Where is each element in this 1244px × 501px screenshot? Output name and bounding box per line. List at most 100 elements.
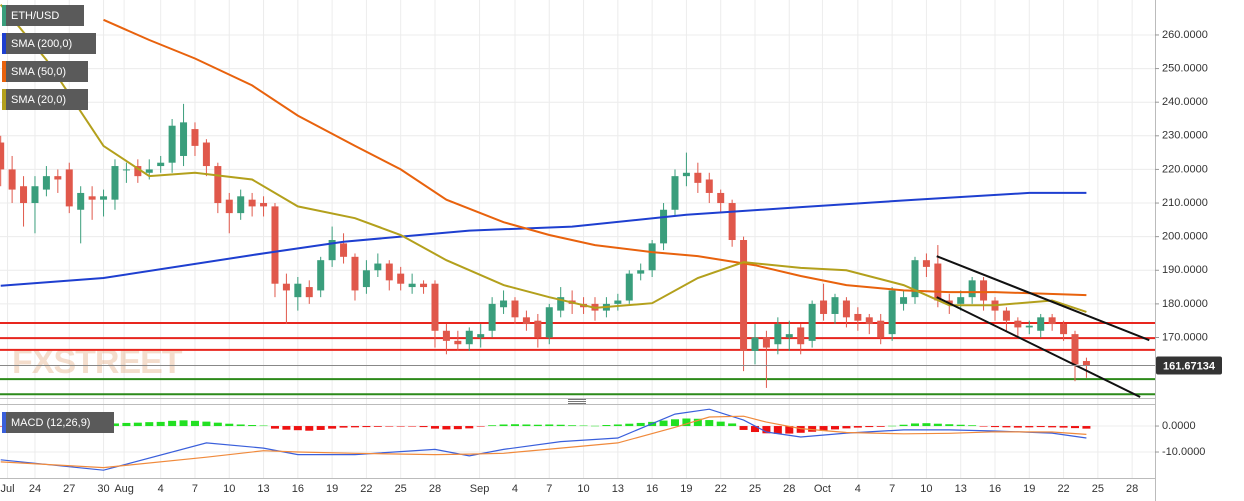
histogram-bar bbox=[1036, 426, 1045, 428]
histogram-bar bbox=[1082, 426, 1091, 429]
y-tick-label: 240.0000 bbox=[1162, 96, 1208, 108]
candle-body bbox=[648, 243, 656, 271]
candle-body bbox=[728, 203, 736, 241]
trend-line bbox=[936, 255, 1150, 342]
histogram-bar bbox=[110, 423, 119, 427]
sma-line bbox=[0, 4, 1087, 313]
x-tick-label: 16 bbox=[989, 483, 1001, 495]
histogram-bar bbox=[716, 421, 725, 427]
x-tick-label: Sep bbox=[470, 483, 490, 495]
x-tick-label: 16 bbox=[292, 483, 304, 495]
candle-body bbox=[911, 260, 919, 298]
histogram-bar bbox=[213, 422, 222, 427]
candle-body bbox=[351, 256, 359, 291]
histogram-bar bbox=[408, 426, 417, 427]
histogram-bar bbox=[853, 426, 862, 428]
sma-line bbox=[103, 18, 1087, 297]
candle-body bbox=[77, 192, 85, 210]
y-tick-label: 200.0000 bbox=[1162, 231, 1208, 243]
x-tick-label: 7 bbox=[889, 483, 895, 495]
last-price-label: 161.67134 bbox=[1163, 360, 1216, 372]
candle-body bbox=[625, 273, 633, 301]
legend-label: SMA (50,0) bbox=[11, 66, 66, 78]
histogram-bar bbox=[316, 426, 325, 430]
histogram-bar bbox=[488, 425, 497, 427]
candle-body bbox=[877, 320, 885, 338]
candle-body bbox=[180, 122, 188, 156]
trend-line bbox=[936, 296, 1141, 398]
histogram-bar bbox=[259, 425, 268, 427]
x-tick-label: 22 bbox=[715, 483, 727, 495]
histogram-bar bbox=[122, 422, 131, 427]
histogram-bar bbox=[945, 424, 954, 427]
y-tick-label: 190.0000 bbox=[1162, 264, 1208, 276]
histogram-bar bbox=[1048, 426, 1057, 428]
histogram-bar bbox=[602, 425, 611, 427]
candle-body bbox=[888, 290, 896, 335]
candle-body bbox=[260, 203, 268, 207]
histogram-bar bbox=[876, 426, 885, 427]
histogram-bar bbox=[796, 426, 805, 433]
candle-body bbox=[957, 297, 965, 304]
x-tick-label: 27 bbox=[63, 483, 75, 495]
candle-body bbox=[214, 166, 222, 204]
histogram-bar bbox=[830, 426, 839, 430]
watermark: FXSTREET bbox=[12, 343, 183, 381]
candle-body bbox=[328, 240, 336, 261]
candle-body bbox=[65, 169, 73, 207]
histogram-bar bbox=[682, 418, 691, 427]
legend-swatch bbox=[2, 412, 6, 433]
y-tick-label: 220.0000 bbox=[1162, 163, 1208, 175]
candle-body bbox=[225, 199, 233, 214]
legend-box bbox=[2, 33, 96, 54]
histogram-bar bbox=[808, 426, 817, 432]
candle-body bbox=[854, 313, 862, 321]
candle-body bbox=[202, 142, 210, 167]
candle-body bbox=[431, 283, 439, 331]
histogram-bar bbox=[156, 421, 165, 427]
candle-body bbox=[20, 186, 28, 204]
legend-label: MACD (12,26,9) bbox=[11, 417, 90, 429]
x-tick-label: 13 bbox=[955, 483, 967, 495]
x-tick-label: 24 bbox=[29, 483, 41, 495]
histogram-bar bbox=[1059, 426, 1068, 428]
resize-handle[interactable] bbox=[568, 399, 586, 404]
histogram-bar bbox=[636, 422, 645, 427]
histogram-bar bbox=[453, 426, 462, 430]
candle-body bbox=[157, 162, 165, 167]
candle-body bbox=[54, 176, 62, 180]
candle-body bbox=[831, 297, 839, 314]
histogram-bar bbox=[190, 420, 199, 427]
candle-body bbox=[145, 169, 153, 173]
candle-body bbox=[900, 297, 908, 304]
axes: Jul 24 27 30 Aug 4 7 10 13 16 19 22 25 28 Sep 4 7 10 13 16 1… bbox=[1, 29, 1222, 495]
candle-body bbox=[477, 334, 485, 338]
histogram-bar bbox=[419, 426, 428, 428]
candle-body bbox=[408, 283, 416, 288]
candle-body bbox=[820, 300, 828, 314]
y-tick-label: 210.0000 bbox=[1162, 197, 1208, 209]
candle-body bbox=[1037, 317, 1045, 331]
x-tick-label: 10 bbox=[577, 483, 589, 495]
x-tick-label: 7 bbox=[546, 483, 552, 495]
histogram-bar bbox=[1002, 426, 1011, 428]
histogram-bar bbox=[762, 426, 771, 434]
x-tick-label: 19 bbox=[1023, 483, 1035, 495]
histogram-bar bbox=[430, 426, 439, 429]
x-tick-label: 16 bbox=[646, 483, 658, 495]
histogram-bar bbox=[328, 426, 337, 429]
candle-body bbox=[660, 209, 668, 244]
histogram-bar bbox=[785, 426, 794, 434]
histogram-bar bbox=[990, 426, 999, 428]
candle-body bbox=[1071, 334, 1079, 365]
candle-body bbox=[168, 125, 176, 163]
histogram-bar bbox=[476, 426, 485, 427]
candle-body bbox=[294, 283, 302, 298]
legend: ETH/USD SMA (200,0) SMA (50,0) SMA (20,0) MA… bbox=[2, 5, 114, 433]
histogram-bar bbox=[933, 423, 942, 427]
candle-body bbox=[717, 192, 725, 204]
main-plot bbox=[0, 4, 1155, 398]
histogram-bar bbox=[556, 424, 565, 427]
